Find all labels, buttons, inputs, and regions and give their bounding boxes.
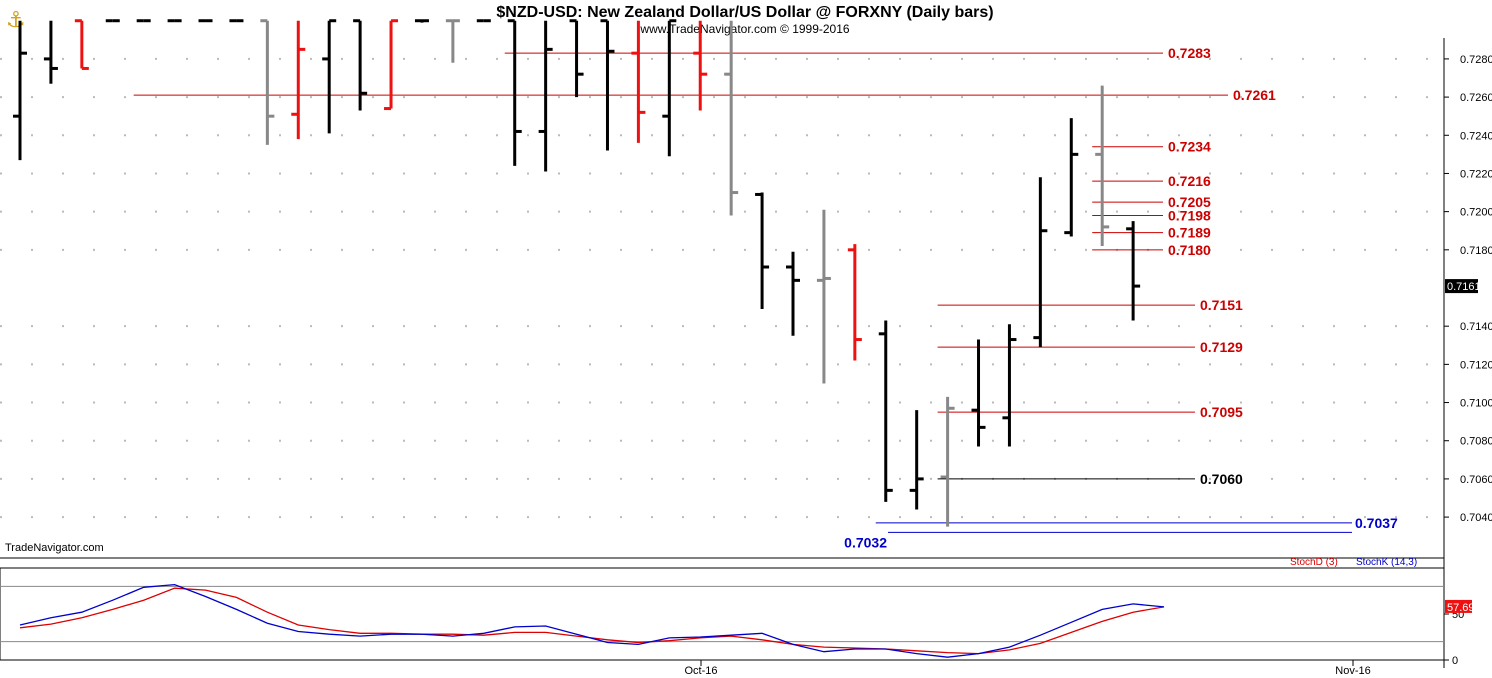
level-label: 0.7189 [1168, 225, 1211, 241]
ohlc-bar [600, 19, 615, 151]
price-tick-label: 0.7200 [1460, 207, 1492, 219]
price-tick-label: 0.7100 [1460, 398, 1492, 410]
ohlc-bar [816, 209, 831, 384]
price-panel: 0.72800.72600.72400.72200.72000.71800.71… [0, 19, 1492, 668]
last-price-box [1445, 279, 1478, 294]
ohlc-bar [847, 244, 862, 361]
price-tick-label: 0.7180 [1460, 245, 1492, 257]
level-label: 0.7037 [1355, 515, 1398, 531]
ohlc-bar [538, 20, 553, 172]
ohlc-bar [353, 19, 368, 111]
ohlc-bar [507, 19, 522, 166]
watermark: TradeNavigator.com [5, 542, 104, 554]
level-label: 0.7032 [844, 534, 887, 550]
ohlc-bar [260, 19, 275, 145]
level-label: 0.7234 [1168, 139, 1211, 155]
legend-stochK: StochK (14,3) [1356, 557, 1417, 568]
last-price-marker: 0.7161 [1445, 279, 1481, 294]
level-label: 0.7198 [1168, 207, 1211, 223]
ohlc-bar [74, 19, 89, 70]
level-label: 0.7261 [1233, 87, 1276, 103]
level-label: 0.7205 [1168, 194, 1211, 210]
price-tick-label: 0.7120 [1460, 359, 1492, 371]
price-tick-label: 0.7220 [1460, 168, 1492, 180]
legend-stochD: StochD (3) [1290, 557, 1338, 568]
level-label: 0.7180 [1168, 242, 1211, 258]
level-label: 0.7095 [1200, 404, 1243, 420]
price-tick-label: 0.7240 [1460, 130, 1492, 142]
stochastic-last-value-box [1445, 599, 1472, 613]
date-tick-label: Oct-16 [684, 665, 717, 677]
stochastic-series-line [19, 583, 1165, 658]
ohlc-bar [909, 410, 924, 510]
ohlc-bar [1095, 85, 1110, 246]
ohlc-bar [662, 19, 677, 157]
ohlc-bar [445, 19, 460, 63]
price-axis-ticks: 0.7280 0.7260 0.7240 0.7220 0.7200 0.7180 0.71… [1444, 54, 1492, 524]
ohlc-bar [693, 20, 708, 111]
ohlc-bar [322, 19, 337, 134]
price-tick-label: 0.7280 [1460, 54, 1492, 66]
level-label: 0.7060 [1200, 471, 1243, 487]
date-tick-label: Nov-16 [1335, 665, 1370, 677]
level-label: 0.7216 [1168, 173, 1211, 189]
price-tick-label: 0.7060 [1460, 474, 1492, 486]
stochastic-lines [19, 583, 1165, 658]
ohlc-bar [755, 192, 770, 309]
ohlc-bar [1002, 324, 1017, 447]
logo: ⚓ [6, 7, 26, 32]
level-label: 0.7151 [1200, 297, 1243, 313]
ohlc-bar [971, 339, 986, 447]
stochastic-legend: StochD (3) StochK (14,3) [1290, 557, 1417, 568]
ohlc-bar [414, 19, 429, 23]
chart-subtitle: www.TradeNavigator.com © 1999-2016 [639, 22, 849, 36]
stochastic-last-value-label: 57.69 [1447, 602, 1475, 614]
level-label: 0.7129 [1200, 339, 1243, 355]
ohlc-bar [1126, 221, 1141, 321]
stochastic-reference-lines [0, 585, 1444, 643]
ohlc-bar [940, 396, 955, 527]
ohlc-bar [1033, 177, 1048, 348]
ohlc-bar [384, 19, 399, 111]
stochastic-tick-label: 0 [1452, 655, 1458, 667]
price-tick-label: 0.7080 [1460, 436, 1492, 448]
price-tick-label: 0.7260 [1460, 92, 1492, 104]
ohlc-bar [569, 19, 584, 98]
ohlc-bar [43, 20, 58, 84]
ohlc-bar [13, 20, 27, 161]
date-axis-ticks: Oct-16 Nov-16 [684, 660, 1371, 677]
price-tick-label: 0.7140 [1460, 321, 1492, 333]
ohlc-bar [1064, 118, 1079, 237]
price-tick-label: 0.7040 [1460, 512, 1492, 524]
ship-wheel-icon: ⚓ [6, 7, 26, 32]
ohlc-bar [631, 20, 646, 143]
ohlc-bar [786, 251, 800, 336]
ohlc-bar [724, 20, 739, 216]
chart-title: $NZD-USD: New Zealand Dollar/US Dollar @… [496, 4, 993, 21]
ohlc-bar [878, 320, 893, 502]
level-label: 0.7283 [1168, 45, 1211, 61]
last-price-label: 0.7161 [1447, 281, 1481, 293]
ohlc-bar [291, 20, 306, 140]
price-bars [13, 19, 1141, 527]
